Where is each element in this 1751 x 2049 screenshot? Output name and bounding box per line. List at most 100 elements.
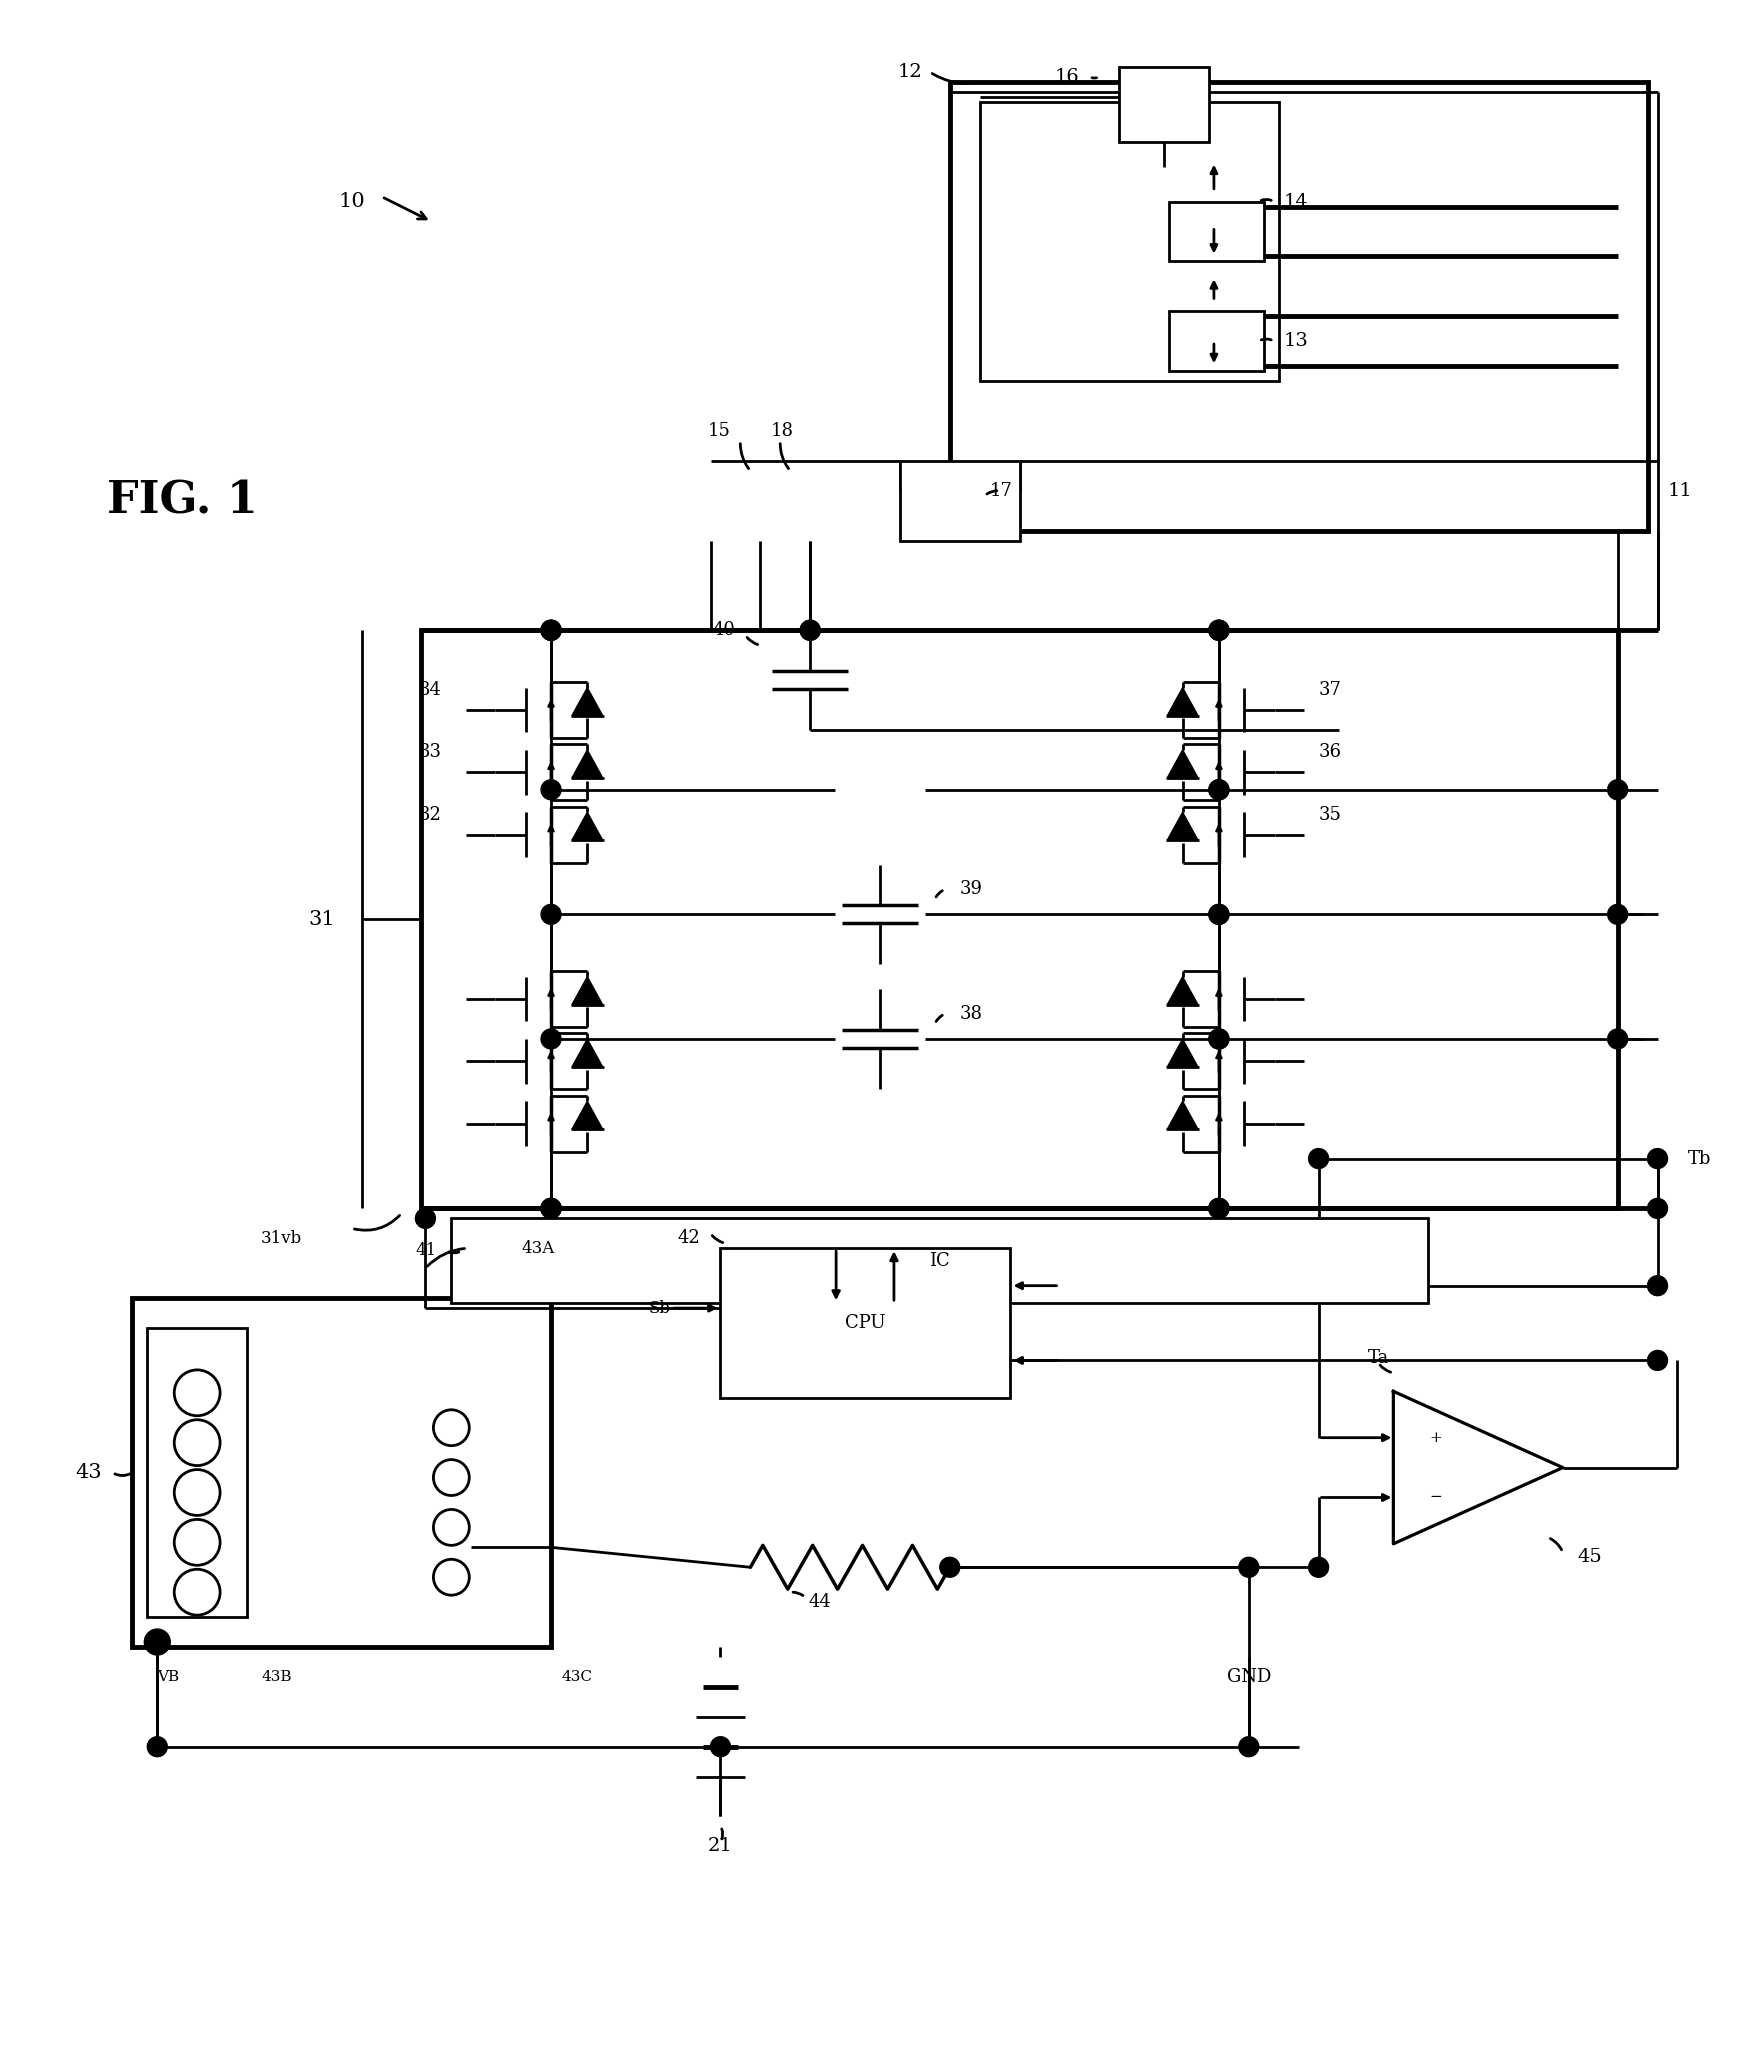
Circle shape bbox=[541, 621, 560, 639]
Circle shape bbox=[541, 904, 560, 924]
Circle shape bbox=[1208, 904, 1229, 924]
Polygon shape bbox=[1168, 977, 1198, 1004]
Bar bbox=[949, 82, 1648, 531]
Circle shape bbox=[1208, 621, 1229, 639]
Text: 38: 38 bbox=[960, 1004, 982, 1022]
Text: IC: IC bbox=[930, 1252, 951, 1270]
Circle shape bbox=[1648, 1149, 1667, 1168]
Polygon shape bbox=[573, 811, 602, 840]
Text: 10: 10 bbox=[338, 193, 364, 211]
Circle shape bbox=[1208, 621, 1229, 639]
Circle shape bbox=[541, 781, 560, 799]
Text: FIG. 1: FIG. 1 bbox=[107, 479, 257, 522]
Polygon shape bbox=[1168, 1102, 1198, 1129]
Text: Tb: Tb bbox=[1688, 1149, 1711, 1168]
Text: 43A: 43A bbox=[522, 1240, 555, 1256]
Text: CPU: CPU bbox=[844, 1313, 886, 1332]
Polygon shape bbox=[1168, 688, 1198, 715]
Bar bbox=[720, 1248, 1010, 1397]
Circle shape bbox=[1208, 621, 1229, 639]
Text: 43B: 43B bbox=[263, 1670, 292, 1684]
Text: GND: GND bbox=[1227, 1668, 1271, 1686]
Circle shape bbox=[1208, 1029, 1229, 1049]
Text: 34: 34 bbox=[418, 680, 441, 699]
Bar bbox=[1170, 201, 1264, 262]
Circle shape bbox=[541, 1029, 560, 1049]
Text: VB: VB bbox=[158, 1670, 179, 1684]
Circle shape bbox=[147, 1738, 168, 1756]
Circle shape bbox=[541, 1199, 560, 1219]
Polygon shape bbox=[573, 1102, 602, 1129]
Circle shape bbox=[1208, 1199, 1229, 1219]
Circle shape bbox=[1208, 781, 1229, 799]
Text: 32: 32 bbox=[418, 805, 441, 824]
Circle shape bbox=[1208, 1029, 1229, 1049]
Text: 41: 41 bbox=[415, 1242, 436, 1260]
Text: 40: 40 bbox=[713, 621, 735, 639]
Circle shape bbox=[1648, 1199, 1667, 1219]
Text: 14: 14 bbox=[1283, 193, 1308, 211]
Circle shape bbox=[1240, 1738, 1259, 1756]
Circle shape bbox=[1308, 1149, 1329, 1168]
Circle shape bbox=[541, 1199, 560, 1219]
Bar bbox=[422, 631, 1618, 1209]
Text: 13: 13 bbox=[1283, 332, 1308, 350]
Bar bbox=[1170, 311, 1264, 371]
Circle shape bbox=[940, 1557, 960, 1578]
Text: 39: 39 bbox=[960, 881, 982, 897]
Text: 12: 12 bbox=[898, 64, 923, 82]
Text: +: + bbox=[1429, 1430, 1443, 1445]
Bar bbox=[133, 1299, 552, 1647]
Bar bbox=[147, 1328, 247, 1617]
Text: 42: 42 bbox=[678, 1229, 700, 1248]
Circle shape bbox=[541, 621, 560, 639]
Text: 43: 43 bbox=[75, 1463, 103, 1481]
Polygon shape bbox=[1168, 1039, 1198, 1068]
Polygon shape bbox=[1168, 750, 1198, 779]
Circle shape bbox=[1208, 781, 1229, 799]
Text: −: − bbox=[1429, 1490, 1443, 1504]
Circle shape bbox=[1607, 904, 1628, 924]
Circle shape bbox=[415, 1209, 436, 1227]
Text: Sb: Sb bbox=[648, 1299, 671, 1318]
Circle shape bbox=[1208, 1199, 1229, 1219]
Text: 18: 18 bbox=[770, 422, 793, 441]
Text: 36: 36 bbox=[1319, 744, 1341, 762]
Text: 16: 16 bbox=[1054, 68, 1079, 86]
Circle shape bbox=[541, 1199, 560, 1219]
Text: 35: 35 bbox=[1319, 805, 1341, 824]
Bar bbox=[979, 102, 1278, 381]
Bar bbox=[1119, 68, 1208, 141]
Text: 45: 45 bbox=[1578, 1549, 1602, 1565]
Bar bbox=[452, 1219, 1429, 1303]
Circle shape bbox=[800, 621, 819, 639]
Circle shape bbox=[1607, 781, 1628, 799]
Polygon shape bbox=[1168, 811, 1198, 840]
Polygon shape bbox=[573, 688, 602, 715]
Polygon shape bbox=[1394, 1391, 1564, 1543]
Text: 44: 44 bbox=[809, 1594, 832, 1611]
Text: 11: 11 bbox=[1667, 482, 1691, 500]
Text: 21: 21 bbox=[707, 1838, 734, 1856]
Polygon shape bbox=[573, 1039, 602, 1068]
Circle shape bbox=[1208, 1199, 1229, 1219]
Polygon shape bbox=[573, 977, 602, 1004]
Text: 37: 37 bbox=[1319, 680, 1341, 699]
Circle shape bbox=[711, 1738, 730, 1756]
Circle shape bbox=[1240, 1557, 1259, 1578]
Text: Ta: Ta bbox=[1368, 1348, 1389, 1367]
Text: 43C: 43C bbox=[560, 1670, 592, 1684]
Circle shape bbox=[1648, 1277, 1667, 1295]
Text: 15: 15 bbox=[707, 422, 730, 441]
Text: 31vb: 31vb bbox=[261, 1229, 301, 1248]
Circle shape bbox=[1308, 1557, 1329, 1578]
Circle shape bbox=[1648, 1350, 1667, 1371]
Circle shape bbox=[1208, 904, 1229, 924]
Text: 31: 31 bbox=[308, 910, 334, 928]
Polygon shape bbox=[573, 750, 602, 779]
Circle shape bbox=[800, 621, 819, 639]
Circle shape bbox=[144, 1629, 170, 1656]
Text: 33: 33 bbox=[418, 744, 441, 762]
Circle shape bbox=[541, 621, 560, 639]
Bar bbox=[900, 461, 1019, 541]
